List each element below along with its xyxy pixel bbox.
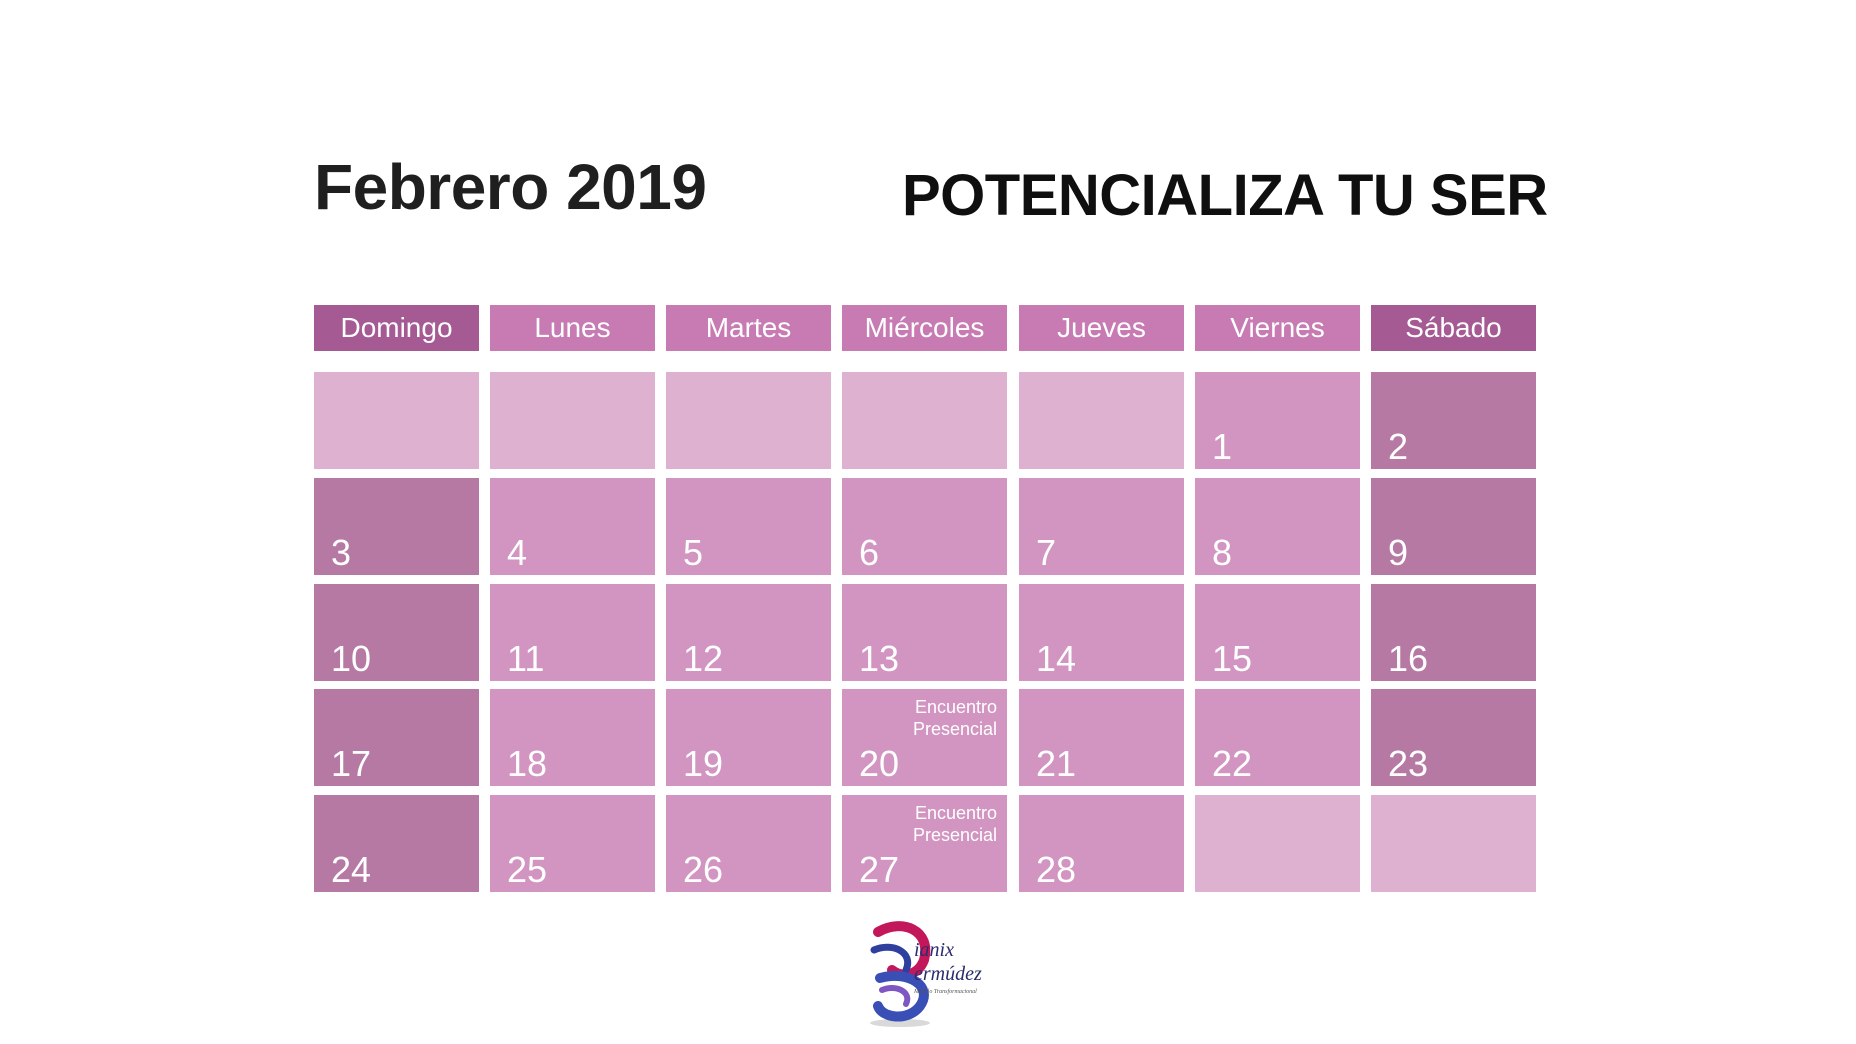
weekday-header-5: Viernes — [1195, 305, 1360, 351]
day-number: 23 — [1388, 743, 1429, 784]
calendar-day-cell: 6 — [842, 478, 1007, 575]
brand-logo: ianix ermúdez Modelo Transformacional — [870, 921, 982, 1027]
calendar-cell-empty — [490, 372, 655, 469]
day-number: 6 — [859, 532, 880, 573]
calendar-cell-empty — [314, 372, 479, 469]
calendar-day-cell: 23 — [1371, 689, 1536, 786]
day-number: 13 — [859, 638, 900, 679]
day-number: 11 — [507, 638, 545, 679]
calendar-day-cell: 14 — [1019, 584, 1184, 681]
calendar-day-cell: 13 — [842, 584, 1007, 681]
calendar-day-cell: 8 — [1195, 478, 1360, 575]
calendar-cell-empty — [1371, 795, 1536, 892]
calendar-cell-empty — [1019, 372, 1184, 469]
day-number: 21 — [1036, 743, 1077, 784]
calendar-day-cell: 19 — [666, 689, 831, 786]
day-number: 22 — [1212, 743, 1253, 784]
calendar-day-cell: 25 — [490, 795, 655, 892]
day-number: 3 — [331, 532, 352, 573]
day-number: 5 — [683, 532, 704, 573]
day-number: 12 — [683, 638, 724, 679]
calendar-day-cell: 3 — [314, 478, 479, 575]
calendar-day-cell: 20 Encuentro Presencial — [842, 689, 1007, 786]
day-number: 26 — [683, 849, 724, 890]
weekday-header-0: Domingo — [314, 305, 479, 351]
logo-tagline: Modelo Transformacional — [913, 988, 977, 995]
day-number: 18 — [507, 743, 548, 784]
page-title: Febrero 2019 — [314, 151, 707, 223]
logo-swoosh-accent-icon — [879, 984, 911, 1007]
day-number: 19 — [683, 743, 724, 784]
logo-text-line1: ianix — [914, 939, 954, 961]
slogan-heading: POTENCIALIZA TU SER — [902, 163, 1548, 228]
day-number: 15 — [1212, 638, 1253, 679]
calendar-day-cell: 28 — [1019, 795, 1184, 892]
logo-text-line2: ermúdez — [914, 963, 982, 985]
day-number: 14 — [1036, 638, 1077, 679]
calendar-day-cell: 12 — [666, 584, 831, 681]
weekday-header-3: Miércoles — [842, 305, 1007, 351]
day-number: 28 — [1036, 849, 1077, 890]
event-label: Encuentro Presencial — [912, 697, 997, 739]
calendar-day-cell: 11 — [490, 584, 655, 681]
weekday-header-1: Lunes — [490, 305, 655, 351]
calendar-day-cell: 22 — [1195, 689, 1360, 786]
calendar-cell-empty — [842, 372, 1007, 469]
day-number: 10 — [331, 638, 372, 679]
calendar-day-cell: 10 — [314, 584, 479, 681]
calendar-day-cell: 9 — [1371, 478, 1536, 575]
calendar-cell-empty — [666, 372, 831, 469]
weekday-header-6: Sábado — [1371, 305, 1536, 351]
day-number: 8 — [1212, 532, 1233, 573]
day-number: 25 — [507, 849, 548, 890]
weekday-header-4: Jueves — [1019, 305, 1184, 351]
logo-shadow — [870, 1019, 930, 1027]
calendar-day-cell: 24 — [314, 795, 479, 892]
calendar-day-cell: 18 — [490, 689, 655, 786]
day-number: 17 — [331, 743, 372, 784]
day-number: 9 — [1388, 532, 1409, 573]
day-number: 20 — [859, 743, 900, 784]
day-number: 7 — [1036, 532, 1057, 573]
day-number: 24 — [331, 849, 372, 890]
logo-swoosh-mid-icon — [870, 943, 912, 974]
calendar-day-cell: 21 — [1019, 689, 1184, 786]
day-number: 16 — [1388, 638, 1429, 679]
calendar-day-cell: 26 — [666, 795, 831, 892]
calendar-day-cell: 15 — [1195, 584, 1360, 681]
calendar-day-cell: 5 — [666, 478, 831, 575]
day-number: 2 — [1388, 426, 1409, 467]
calendar-day-cell: 4 — [490, 478, 655, 575]
day-number: 1 — [1212, 426, 1233, 467]
day-number: 27 — [859, 849, 900, 890]
calendar-day-cell: 27 Encuentro Presencial — [842, 795, 1007, 892]
calendar-day-cell: 17 — [314, 689, 479, 786]
calendar-day-cell: 7 — [1019, 478, 1184, 575]
logo-swoosh-bottom-icon — [873, 970, 929, 1022]
calendar-day-cell: 1 — [1195, 372, 1360, 469]
calendar-day-cell: 2 — [1371, 372, 1536, 469]
calendar-day-cell: 16 — [1371, 584, 1536, 681]
event-label: Encuentro Presencial — [912, 803, 997, 845]
weekday-header-2: Martes — [666, 305, 831, 351]
day-number: 4 — [507, 532, 528, 573]
calendar-cell-empty — [1195, 795, 1360, 892]
